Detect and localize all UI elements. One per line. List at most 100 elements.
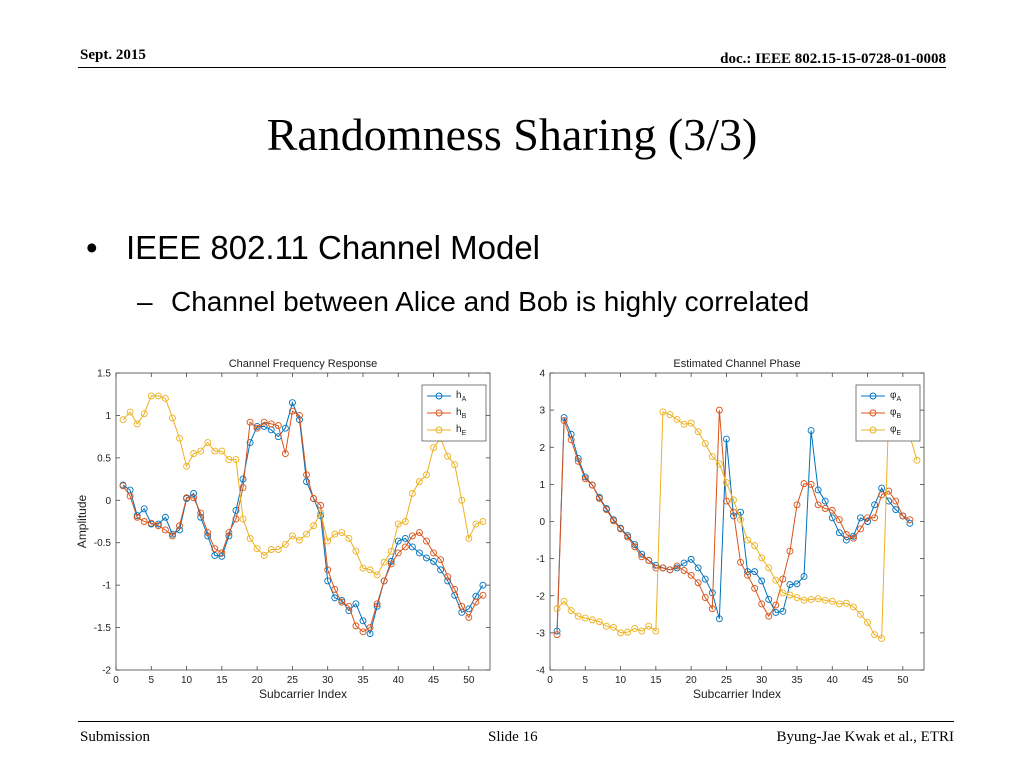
data-point-E — [310, 522, 318, 530]
data-point-A — [415, 549, 423, 557]
data-point-E — [560, 597, 568, 605]
data-point-B — [465, 613, 473, 621]
legend-label: hE — [456, 424, 467, 437]
data-point-E — [730, 496, 737, 504]
data-point-A — [779, 607, 787, 615]
data-point-A — [715, 615, 723, 623]
data-point-B — [253, 424, 261, 432]
data-point-E — [331, 530, 339, 538]
chart-frequency-response: Channel Frequency Response 0 5 10 15 20 25 30 35… — [72, 352, 496, 715]
data-point-B — [197, 509, 205, 517]
data-point-E — [415, 478, 423, 486]
y-tick-label: -2 — [536, 591, 545, 602]
legend-marker-A — [869, 392, 877, 400]
legend-label-subscript: E — [896, 430, 901, 437]
x-tick-label: 25 — [287, 675, 299, 686]
data-point-A — [722, 435, 730, 443]
data-point-B — [842, 531, 850, 538]
data-point-E — [617, 629, 625, 637]
legend-label: hA — [456, 390, 467, 403]
data-point-E — [133, 420, 141, 428]
x-tick-label: 0 — [113, 675, 119, 686]
data-point-A — [423, 554, 430, 562]
bullet-marker: • — [86, 229, 98, 266]
legend-marker-E — [869, 426, 877, 434]
data-point-B — [133, 513, 141, 521]
data-point-E — [253, 545, 261, 553]
data-point-A — [878, 484, 886, 492]
data-point-A — [161, 513, 169, 521]
data-point-E — [807, 596, 815, 603]
data-point-B — [154, 522, 162, 530]
data-point-A — [680, 559, 688, 567]
y-tick-label: -1 — [536, 554, 545, 565]
data-point-B — [793, 501, 801, 509]
data-point-A — [857, 514, 864, 522]
data-point-A — [765, 596, 773, 603]
data-point-B — [588, 481, 596, 489]
data-point-A — [281, 424, 289, 432]
data-point-E — [204, 439, 212, 447]
data-point-B — [296, 411, 303, 419]
data-point-B — [437, 556, 445, 564]
data-point-A — [793, 580, 801, 588]
data-point-E — [645, 622, 653, 630]
data-point-B — [430, 549, 437, 557]
footer-slide-number: Slide 16 — [488, 729, 538, 745]
series-line-E — [556, 410, 918, 640]
data-point-E — [218, 447, 226, 455]
data-point-E — [126, 408, 134, 416]
data-point-E — [793, 594, 801, 602]
x-tick-label: 40 — [827, 675, 839, 686]
data-point-E — [352, 547, 360, 555]
data-point-A — [444, 577, 452, 585]
data-point-E — [119, 416, 127, 424]
data-point-A — [694, 564, 702, 572]
data-point-E — [430, 444, 437, 452]
data-point-A — [140, 505, 148, 513]
data-point-B — [758, 600, 766, 608]
data-point-B — [581, 475, 589, 483]
chart-channel-phase: Estimated Channel Phase 0 5 10 15 20 25 30 35 40 4… — [512, 352, 936, 715]
data-point-A — [288, 399, 296, 407]
data-point-A — [246, 439, 254, 447]
data-point-E — [183, 462, 191, 470]
data-point-B — [225, 529, 233, 536]
chart-title: Channel Frequency Response — [229, 358, 378, 370]
x-tick-label: 5 — [149, 675, 155, 686]
x-axis-label: Subcarrier Index — [693, 687, 781, 701]
data-point-B — [737, 558, 744, 566]
data-point-E — [779, 589, 787, 597]
data-point-E — [828, 597, 836, 605]
data-point-E — [652, 627, 660, 635]
data-point-A — [352, 600, 360, 608]
x-tick-label: 45 — [428, 675, 440, 686]
x-tick-label: 35 — [791, 675, 803, 686]
data-point-E — [574, 612, 582, 620]
data-point-E — [567, 607, 575, 615]
data-point-E — [786, 591, 794, 599]
data-point-E — [317, 509, 325, 517]
data-point-B — [603, 506, 610, 514]
data-point-E — [595, 618, 603, 626]
data-point-A — [906, 519, 914, 527]
x-tick-label: 30 — [756, 675, 768, 686]
data-point-B — [274, 422, 282, 430]
y-tick-label: 0 — [539, 517, 545, 528]
data-point-E — [169, 414, 176, 422]
data-point-B — [871, 514, 879, 522]
data-point-E — [246, 535, 254, 542]
data-point-B — [408, 532, 416, 540]
data-point-B — [610, 517, 617, 525]
data-point-B — [472, 598, 480, 606]
data-point-A — [758, 577, 766, 585]
data-point-B — [560, 417, 568, 424]
data-point-E — [758, 554, 766, 562]
data-point-B — [652, 564, 660, 572]
data-point-B — [638, 553, 646, 561]
data-point-B — [814, 501, 822, 509]
data-point-B — [786, 547, 794, 555]
data-point-E — [303, 530, 310, 538]
data-point-B — [666, 566, 674, 574]
x-tick-label: 5 — [583, 675, 589, 686]
